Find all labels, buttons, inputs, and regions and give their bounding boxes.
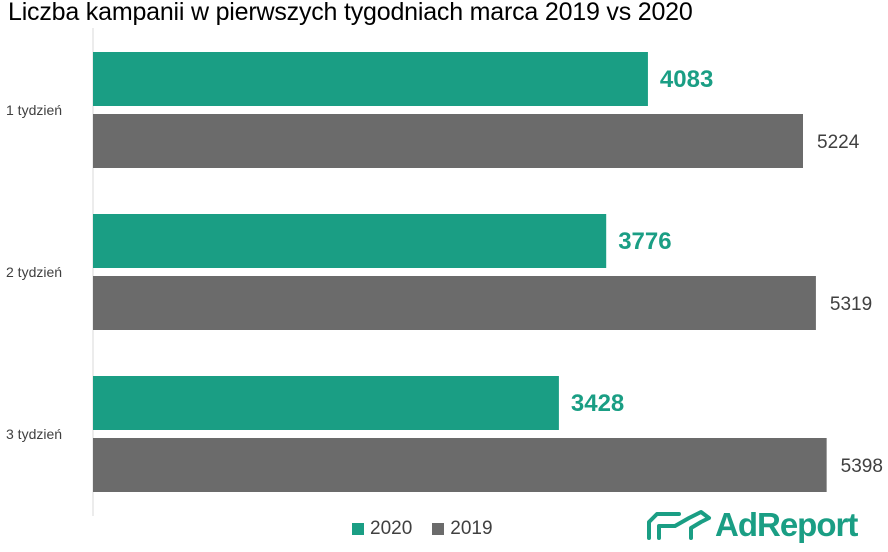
chart-title: Liczba kampanii w pierwszych tygodniach … bbox=[8, 0, 693, 26]
legend-label-2020: 2020 bbox=[370, 518, 413, 539]
data-label-2020: 3428 bbox=[571, 390, 624, 417]
horse-trailer-icon bbox=[647, 510, 711, 540]
bar-2020 bbox=[93, 52, 648, 106]
bar-2019 bbox=[93, 438, 827, 492]
bar-2019 bbox=[93, 114, 803, 168]
bar-2020 bbox=[93, 376, 559, 430]
category-label: 1 tydzień bbox=[6, 102, 62, 118]
logo-text: AdReport bbox=[715, 506, 858, 543]
category-label: 3 tydzień bbox=[6, 426, 62, 442]
legend-swatch-2020 bbox=[352, 523, 364, 535]
legend-item-2020: 2020 bbox=[352, 518, 412, 540]
bar-2019 bbox=[93, 276, 816, 330]
category-label: 2 tydzień bbox=[6, 264, 62, 280]
data-label-2019: 5398 bbox=[841, 456, 883, 477]
data-label-2020: 4083 bbox=[660, 66, 713, 93]
adreport-logo: AdReport bbox=[645, 506, 858, 544]
data-label-2019: 5224 bbox=[817, 132, 860, 153]
data-label-2020: 3776 bbox=[618, 228, 671, 255]
data-label-2019: 5319 bbox=[830, 294, 872, 315]
legend-item-2019: 2019 bbox=[432, 518, 493, 540]
bar-2020 bbox=[93, 214, 607, 268]
legend: 2020 2019 bbox=[352, 518, 513, 540]
legend-label-2019: 2019 bbox=[450, 518, 493, 539]
legend-swatch-2019 bbox=[432, 523, 445, 535]
